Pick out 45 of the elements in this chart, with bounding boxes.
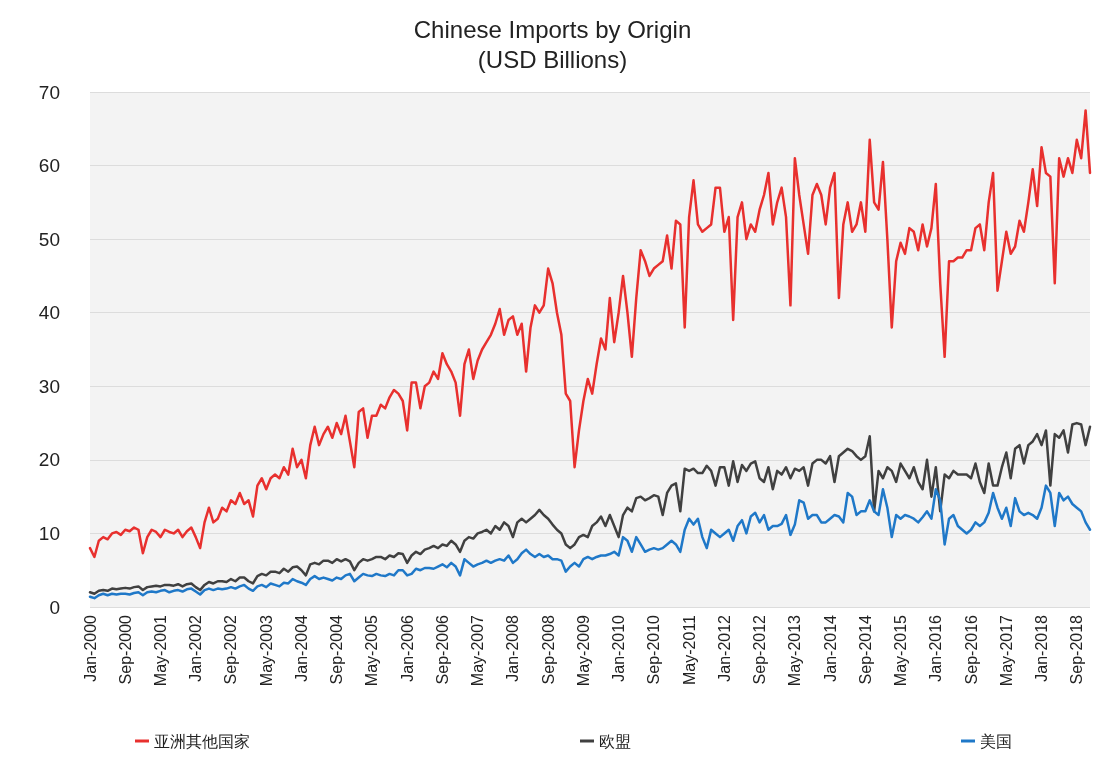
- x-tick-label: Jan-2000: [81, 614, 99, 682]
- x-tick-label: Sep-2008: [539, 614, 557, 685]
- line-series: [88, 484, 1092, 600]
- x-tick-label: Jan-2004: [292, 614, 310, 682]
- legend-label: 美国: [980, 732, 1012, 750]
- x-tick-label: Jan-2018: [1033, 614, 1051, 682]
- x-tick-label: Sep-2000: [116, 614, 134, 685]
- x-tick-label: Sep-2010: [645, 614, 663, 685]
- y-tick-label: 50: [38, 228, 60, 250]
- legend-label: 亚洲其他国家: [154, 732, 250, 750]
- y-tick-label: 10: [38, 522, 60, 544]
- chart-title: Chinese Imports by Origin: [413, 15, 692, 43]
- x-tick-label: Jan-2016: [927, 614, 945, 682]
- x-tick-label: Sep-2016: [962, 614, 980, 685]
- x-tick-label: Sep-2006: [433, 614, 451, 685]
- x-tick-label: May-2003: [257, 614, 275, 687]
- x-tick-label: May-2013: [786, 614, 804, 687]
- y-tick-label: 60: [38, 155, 60, 177]
- x-tick-label: May-2001: [151, 614, 169, 687]
- y-tick-label: 20: [38, 449, 60, 471]
- line-series: [88, 421, 1092, 596]
- y-tick-label: 40: [38, 302, 60, 324]
- x-tick-label: Jan-2006: [398, 614, 416, 682]
- x-tick-label: Jan-2008: [504, 614, 522, 682]
- x-tick-label: Jan-2002: [187, 614, 205, 682]
- x-tick-label: May-2017: [997, 614, 1015, 687]
- x-tick-label: Sep-2012: [751, 614, 769, 685]
- x-tick-label: May-2005: [363, 614, 381, 687]
- x-tick-label: Sep-2004: [328, 614, 346, 685]
- x-tick-label: May-2007: [469, 614, 487, 687]
- line-series: [88, 109, 1092, 559]
- x-tick-label: May-2011: [680, 614, 698, 685]
- y-tick-label: 30: [38, 375, 60, 397]
- chart-subtitle: (USD Billions): [477, 45, 628, 73]
- x-tick-label: Jan-2010: [610, 614, 628, 682]
- x-tick-label: May-2009: [574, 614, 592, 687]
- x-tick-label: Sep-2014: [856, 614, 874, 685]
- y-tick-label: 70: [38, 81, 60, 103]
- x-tick-label: Sep-2018: [1068, 614, 1086, 685]
- x-tick-label: Jan-2012: [715, 614, 733, 682]
- legend-label: 欧盟: [599, 732, 631, 750]
- y-tick-label: 0: [49, 596, 60, 618]
- x-tick-label: Sep-2002: [222, 614, 240, 685]
- x-tick-label: Jan-2014: [821, 614, 839, 682]
- x-tick-label: May-2015: [892, 614, 910, 687]
